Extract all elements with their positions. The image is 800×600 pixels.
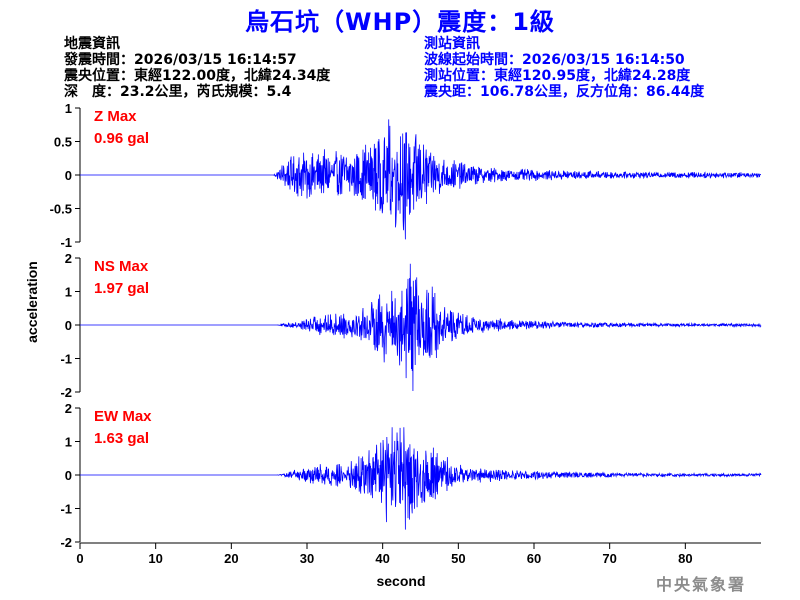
epicentral-distance: 震央距：106.78公里，反方位角：86.44度	[424, 84, 705, 100]
max-value-ew: 1.63 gal	[94, 430, 149, 447]
y-axis-label: acceleration	[24, 261, 40, 343]
max-label-ns: NS Max	[94, 258, 149, 275]
station-info-heading: 測站資訊	[424, 36, 480, 52]
y-tick-label-ew: 0	[65, 468, 72, 483]
origin-time: 發震時間：2026/03/15 16:14:57	[64, 52, 297, 68]
y-tick-label-ns: -1	[60, 352, 72, 367]
y-tick-label-ns: -2	[60, 385, 72, 400]
y-tick-label-z: 0.5	[54, 135, 72, 150]
y-tick-label-ns: 2	[65, 251, 72, 266]
y-tick-label-ew: -1	[60, 502, 72, 517]
x-axis-label: second	[376, 573, 425, 589]
x-tick-label: 70	[602, 551, 616, 566]
y-tick-label-ew: 1	[65, 435, 72, 450]
y-tick-label-z: -0.5	[50, 202, 72, 217]
y-tick-label-ew: -2	[60, 535, 72, 550]
epicenter-location: 震央位置：東經122.00度，北緯24.34度	[64, 68, 331, 84]
y-tick-label-ew: 2	[65, 401, 72, 416]
x-tick-label: 10	[148, 551, 162, 566]
max-label-ew: EW Max	[94, 408, 152, 425]
max-value-ns: 1.97 gal	[94, 280, 149, 297]
x-tick-label: 50	[451, 551, 465, 566]
chart-title: 烏石坑（WHP）震度：1級	[245, 8, 555, 36]
x-tick-label: 30	[300, 551, 314, 566]
x-tick-label: 60	[527, 551, 541, 566]
wave-start-time: 波線起始時間：2026/03/15 16:14:50	[424, 52, 685, 68]
earthquake-info: 地震資訊 發震時間：2026/03/15 16:14:57 震央位置：東經122…	[64, 36, 330, 100]
y-tick-label-ns: 1	[65, 285, 72, 300]
x-tick-label: 80	[678, 551, 692, 566]
earthquake-info-heading: 地震資訊	[64, 36, 120, 52]
x-tick-label: 0	[76, 551, 83, 566]
y-tick-label-ns: 0	[65, 318, 72, 333]
depth-magnitude: 深 度：23.2公里，芮氏規模：5.4	[64, 84, 292, 100]
x-tick-label: 20	[224, 551, 238, 566]
max-value-z: 0.96 gal	[94, 130, 149, 147]
waveform-z	[80, 119, 762, 240]
y-tick-label-z: 0	[65, 168, 72, 183]
x-tick-label: 40	[375, 551, 389, 566]
y-tick-label-z: 1	[65, 101, 72, 116]
waveform-ns	[80, 263, 762, 392]
station-location: 測站位置：東經120.95度，北緯24.28度	[424, 68, 691, 84]
station-info: 測站資訊 波線起始時間：2026/03/15 16:14:50 測站位置：東經1…	[424, 36, 704, 100]
y-tick-label-z: -1	[60, 235, 72, 250]
max-label-z: Z Max	[94, 108, 137, 125]
waveform-ew	[80, 427, 762, 530]
watermark-text: 中央氣象署	[656, 575, 747, 594]
